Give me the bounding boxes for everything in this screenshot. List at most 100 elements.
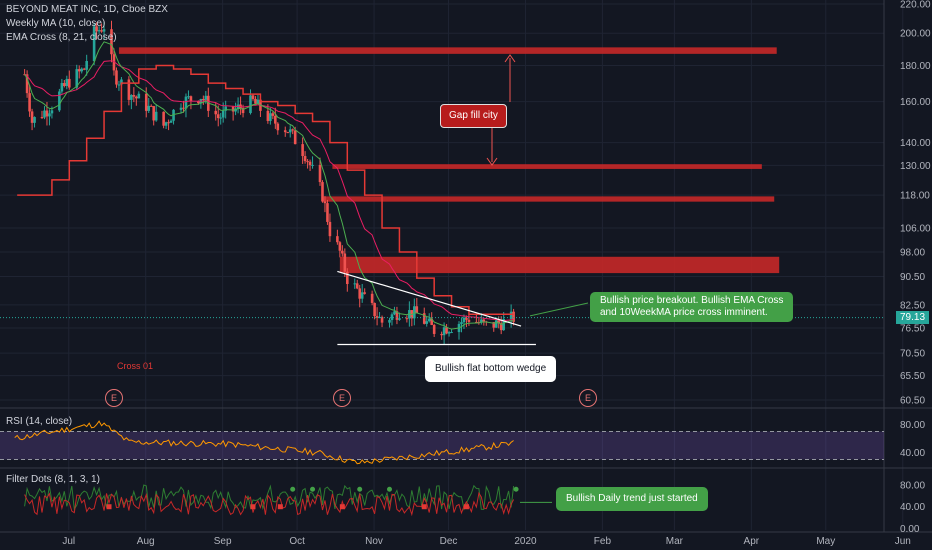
filter-up-dot — [387, 486, 392, 492]
current-price-tag: 79.13 — [896, 310, 930, 324]
daily-trend-callout: Bullish Daily trend just started — [556, 487, 708, 511]
candle-body — [306, 161, 309, 163]
filter-fast-line — [24, 484, 515, 511]
symbol-legend[interactable]: BEYOND MEAT INC, 1D, Cboe BZX — [6, 4, 168, 15]
candle-body — [440, 333, 443, 336]
candle-body — [63, 83, 66, 86]
breakout-callout: Bullish price breakout. Bullish EMA Cros… — [590, 292, 794, 322]
price-tick-label: 70.50 — [900, 349, 925, 360]
gap-arrow-head — [486, 157, 498, 166]
cross-label: Cross 01 — [117, 361, 154, 371]
candle-body — [45, 110, 49, 117]
candle-body — [388, 319, 391, 323]
dots-tick-label: 0.00 — [900, 524, 920, 535]
candle-body — [80, 68, 84, 72]
dots-tick-label: 80.00 — [900, 480, 925, 491]
filter-up-dot — [513, 486, 519, 492]
candle-body — [137, 93, 141, 99]
candle-body — [323, 201, 327, 204]
candle-body — [318, 164, 322, 183]
candle-body — [346, 271, 349, 284]
candle-body — [380, 316, 384, 323]
resistance-zone — [332, 164, 762, 169]
rsi-pane — [0, 420, 884, 465]
candle-body — [360, 292, 364, 299]
candle-body — [169, 120, 173, 123]
candle-body — [120, 79, 123, 85]
time-tick-label: Oct — [289, 536, 305, 547]
ema-cross-legend[interactable]: EMA Cross (8, 21, close) — [6, 32, 117, 43]
breakout-line-1: Bullish price breakout. Bullish EMA Cros… — [600, 295, 784, 306]
rsi-band — [0, 431, 884, 460]
earnings-badge[interactable]: E — [105, 389, 123, 407]
candle-body — [231, 106, 235, 112]
candle-body — [58, 91, 61, 111]
candle-body — [28, 93, 31, 112]
candle-body — [221, 110, 225, 118]
earnings-badge[interactable]: E — [333, 389, 351, 407]
candle-body — [336, 236, 339, 243]
candle-body — [405, 318, 409, 320]
candle-body — [82, 68, 86, 70]
candle-body — [60, 83, 64, 92]
ema-slow-line — [24, 60, 514, 322]
candle-body — [214, 110, 218, 115]
price-tick-label: 82.50 — [900, 300, 925, 311]
candle-body — [276, 123, 280, 131]
candle-body — [147, 105, 151, 111]
axes: 220.00 200.00 180.00 160.00 140.00 130.00 118.… — [62, 0, 931, 547]
filter-up-dot — [310, 486, 316, 492]
candle-body — [127, 79, 131, 100]
price-tick-label: 140.00 — [900, 138, 931, 149]
candle-body — [48, 113, 51, 117]
candle-body — [184, 96, 188, 109]
candle-body — [286, 132, 290, 134]
filter-down-dot — [250, 504, 256, 510]
filter-down-dot — [339, 504, 345, 510]
time-tick-label: Jul — [62, 536, 75, 547]
candle-body — [326, 203, 329, 222]
candle-body — [100, 30, 103, 32]
candle-body — [43, 110, 46, 118]
candle-body — [202, 99, 205, 101]
candle-body — [358, 288, 362, 299]
candle-body — [497, 320, 501, 324]
candle-body — [164, 122, 168, 126]
candle-body — [467, 319, 471, 322]
price-tick-label: 200.00 — [900, 29, 931, 40]
candle-body — [480, 319, 483, 323]
resistance-zone — [322, 196, 775, 202]
candle-body — [321, 182, 324, 202]
filter-down-dot — [277, 504, 283, 510]
candle-body — [115, 70, 118, 85]
candle-body — [427, 318, 431, 322]
filter-down-dot — [106, 504, 112, 510]
candle-body — [341, 250, 344, 254]
candle-body — [172, 109, 175, 121]
time-tick-label: Mar — [666, 536, 684, 547]
candle-body — [293, 130, 297, 145]
candle-body — [40, 117, 44, 119]
time-tick-label: Nov — [365, 536, 383, 547]
candle-body — [447, 332, 451, 334]
candle-body — [343, 253, 347, 272]
candle-body — [311, 164, 314, 166]
candle-body — [117, 84, 121, 86]
candle-body — [179, 107, 183, 110]
filter-dots-legend[interactable]: Filter Dots (8, 1, 3, 1) — [6, 474, 100, 485]
earnings-badge[interactable]: E — [579, 389, 597, 407]
time-tick-label: Apr — [744, 536, 760, 547]
candle-body — [266, 110, 270, 121]
candle-body — [182, 107, 185, 109]
candle-body — [132, 95, 136, 97]
weekly-ma-legend[interactable]: Weekly MA (10, close) — [6, 18, 106, 29]
candle-body — [102, 29, 106, 32]
candle-body — [482, 319, 486, 322]
candle-body — [291, 129, 294, 131]
candle-body — [303, 156, 307, 162]
candle-body — [432, 324, 436, 334]
rsi-legend[interactable]: RSI (14, close) — [6, 416, 73, 427]
candle-body — [460, 322, 463, 324]
candle-body — [422, 313, 426, 324]
